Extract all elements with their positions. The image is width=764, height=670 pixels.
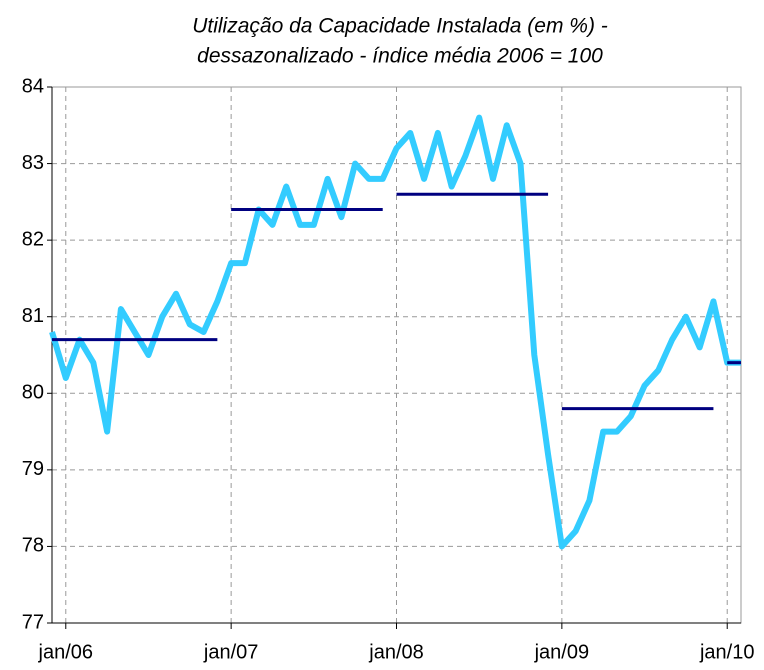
y-tick-label: 80 [22, 382, 44, 404]
chart-title: Utilização da Capacidade Instalada (em %… [192, 15, 608, 38]
chart-title: dessazonalizado - índice média 2006 = 10… [197, 45, 603, 68]
x-tick-label: jan/06 [38, 641, 94, 663]
y-tick-label: 78 [22, 535, 44, 557]
y-tick-label: 82 [22, 228, 44, 250]
x-tick-label: jan/10 [699, 641, 755, 663]
y-tick-label: 77 [22, 611, 44, 633]
y-tick-label: 84 [22, 75, 44, 97]
x-tick-label: jan/09 [534, 641, 590, 663]
x-tick-label: jan/08 [368, 641, 424, 663]
y-tick-label: 83 [22, 152, 44, 174]
plot-border [51, 86, 742, 624]
y-tick-label: 79 [22, 458, 44, 480]
y-tick-label: 81 [22, 305, 44, 327]
x-tick-label: jan/07 [203, 641, 259, 663]
series-line [49, 114, 741, 550]
